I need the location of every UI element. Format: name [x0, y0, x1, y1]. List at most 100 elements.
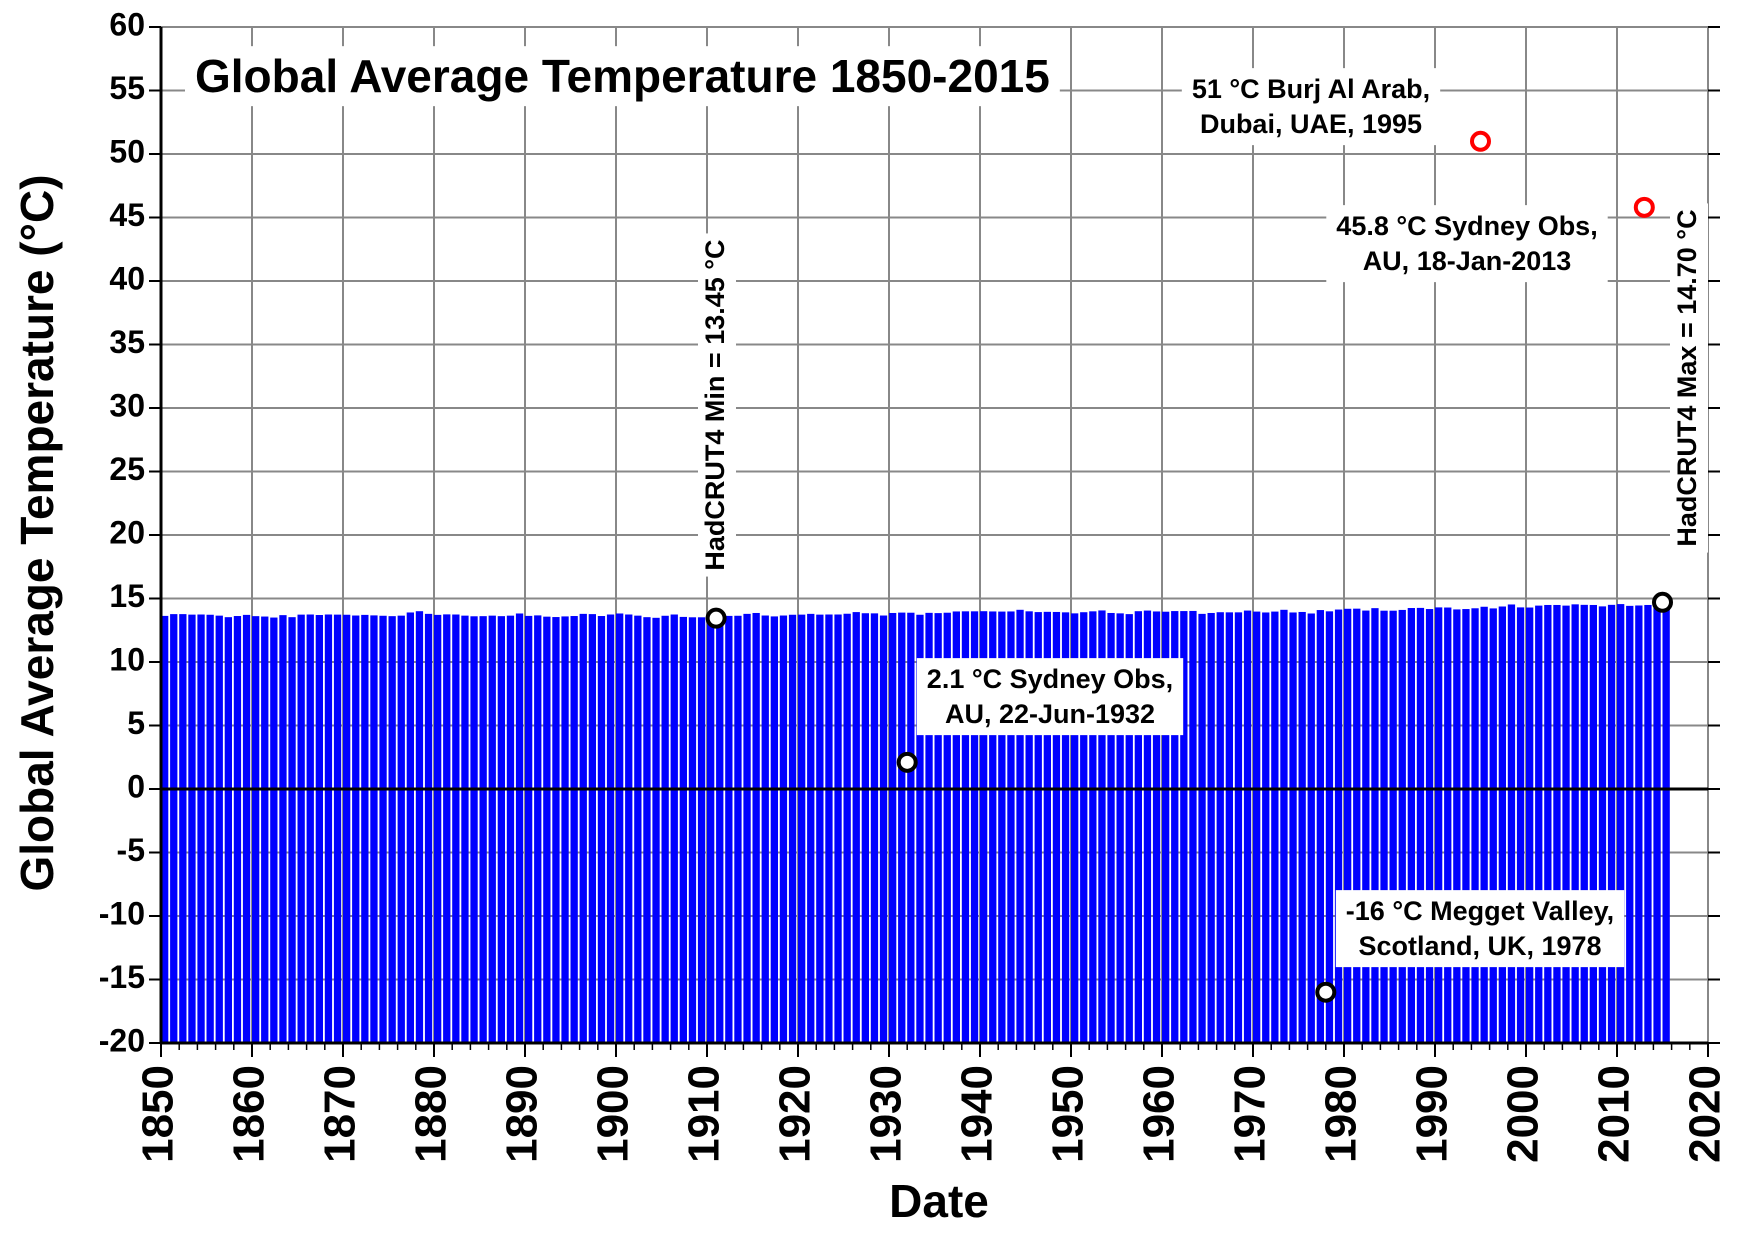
bar: [1071, 613, 1079, 1043]
bar: [297, 614, 305, 1043]
bar: [170, 614, 178, 1043]
bar: [834, 614, 842, 1043]
bar: [1344, 608, 1352, 1043]
y-tick-label: -15: [99, 959, 145, 995]
bar: [1471, 608, 1479, 1043]
bar: [1407, 608, 1415, 1043]
bar: [1507, 604, 1516, 1043]
bar: [1553, 604, 1561, 1043]
bar: [1043, 611, 1051, 1043]
annotation-box: [698, 233, 736, 577]
bar: [1298, 611, 1306, 1043]
bar: [907, 612, 915, 1043]
bar: [252, 616, 260, 1043]
bar: [1325, 611, 1334, 1043]
bar: [406, 612, 414, 1043]
bar: [925, 612, 933, 1043]
annotation-box: [1326, 205, 1608, 283]
bar: [1107, 612, 1115, 1043]
x-tick-label: 1920: [771, 1065, 820, 1163]
annotation: -16 °C Megget Valley, Scotland, UK, 1978: [1335, 890, 1625, 968]
bar: [470, 616, 478, 1043]
bar: [1416, 607, 1425, 1043]
annotation: HadCRUT4 Max = 14.70 °C: [1670, 203, 1708, 553]
bar: [1562, 605, 1570, 1043]
y-tick-label: 35: [109, 324, 145, 360]
x-tick-label: 1880: [407, 1065, 456, 1163]
x-tick-label: 1960: [1135, 1065, 1184, 1163]
annotation-box: [1181, 68, 1441, 146]
point: [1470, 130, 1491, 152]
annotation-box: [1670, 203, 1708, 553]
y-tick-label: 5: [127, 705, 145, 741]
bar: [242, 614, 251, 1043]
bar: [1243, 610, 1252, 1043]
x-tick-label: 1970: [1226, 1065, 1275, 1163]
x-tick-label: 1990: [1408, 1065, 1457, 1163]
point: [705, 607, 727, 629]
bar: [352, 615, 360, 1043]
bar: [1626, 605, 1634, 1043]
bar: [779, 615, 788, 1043]
bar: [1007, 611, 1015, 1043]
bar: [1435, 607, 1443, 1043]
bar: [1216, 612, 1224, 1043]
bar: [1089, 611, 1097, 1043]
bar: [479, 616, 487, 1043]
bar: [734, 615, 742, 1043]
bar: [652, 617, 660, 1043]
bar: [998, 611, 1006, 1043]
bar: [1498, 606, 1506, 1043]
bar: [1607, 604, 1616, 1043]
bar: [770, 616, 778, 1043]
bar: [1025, 611, 1033, 1043]
x-tick-label: 1890: [498, 1065, 547, 1163]
x-tick-label: 2000: [1499, 1065, 1548, 1163]
point: [1633, 196, 1655, 218]
bar: [752, 612, 760, 1043]
bar: [1289, 612, 1297, 1043]
bar: [443, 614, 451, 1043]
bar: [1125, 614, 1133, 1043]
bar: [1398, 609, 1406, 1043]
bar: [1307, 613, 1315, 1043]
y-tick-label: 45: [109, 197, 145, 233]
bar: [370, 615, 378, 1043]
bar: [1334, 609, 1343, 1043]
annotation-text: 45.8 °C Sydney Obs,: [1336, 211, 1597, 241]
bar: [898, 612, 906, 1043]
bar: [388, 616, 396, 1043]
bar: [270, 617, 278, 1043]
bar: [1271, 611, 1279, 1043]
y-tick-label: 30: [109, 387, 145, 423]
bar: [1171, 611, 1179, 1043]
bar: [1034, 612, 1042, 1043]
bar: [606, 614, 615, 1043]
bar: [424, 613, 433, 1043]
bar: [643, 617, 651, 1043]
bar: [916, 614, 924, 1043]
bar: [716, 618, 724, 1043]
bar: [561, 616, 569, 1043]
bar: [1316, 610, 1324, 1043]
bar: [1571, 604, 1579, 1043]
x-tick-label: 2020: [1681, 1065, 1730, 1163]
y-tick-label: -20: [99, 1022, 145, 1058]
point: [1652, 591, 1673, 613]
annotation: 2.1 °C Sydney Obs, AU, 22-Jun-1932: [916, 658, 1184, 736]
annotation-text: 2.1 °C Sydney Obs,: [927, 664, 1173, 694]
bar: [188, 614, 196, 1043]
bar: [980, 611, 988, 1043]
bar: [1489, 608, 1497, 1043]
bar: [825, 614, 833, 1043]
bar: [515, 613, 524, 1043]
annotation-text: HadCRUT4 Max = 14.70 °C: [1672, 209, 1702, 546]
bar: [943, 612, 951, 1043]
bar: [1453, 609, 1461, 1043]
bar: [233, 616, 242, 1043]
bar: [1280, 609, 1288, 1043]
bar: [1198, 613, 1206, 1043]
bar: [807, 613, 815, 1043]
bar: [1262, 612, 1270, 1043]
